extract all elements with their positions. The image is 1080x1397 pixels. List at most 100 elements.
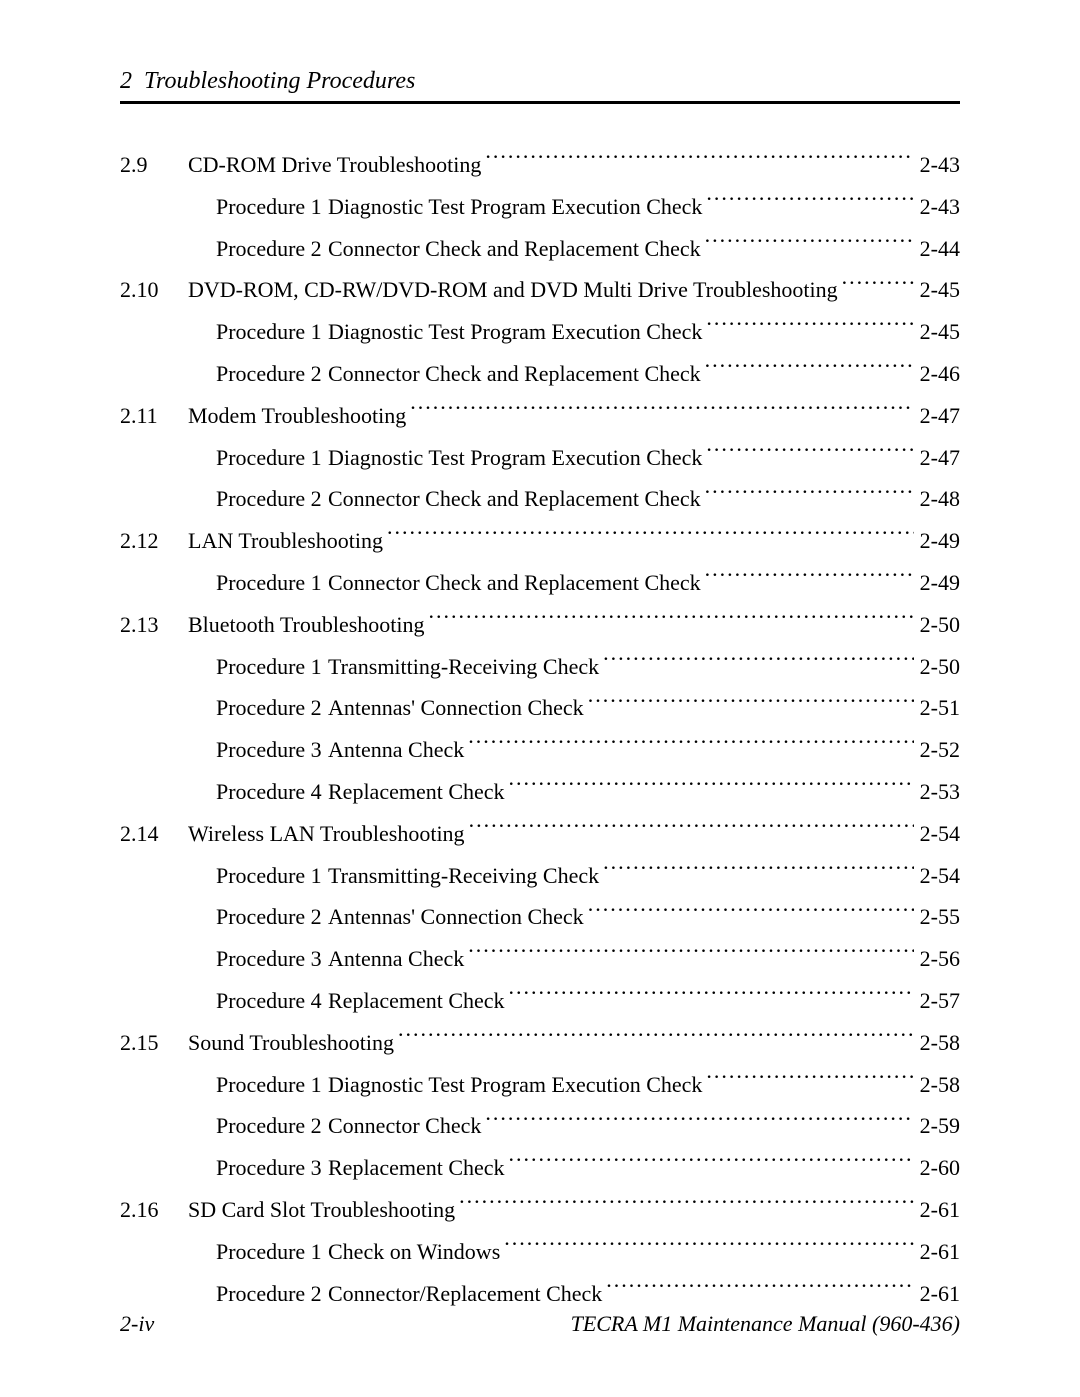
toc-procedure-row: Procedure 1Diagnostic Test Program Execu… <box>120 186 960 228</box>
toc-procedure-label: Procedure 1 <box>188 562 328 604</box>
toc-procedure-row: Procedure 1Transmitting-Receiving Check … <box>120 855 960 897</box>
toc-procedure-row: Procedure 1Diagnostic Test Program Execu… <box>120 437 960 479</box>
page-footer: 2-iv TECRA M1 Maintenance Manual (960-43… <box>120 1311 960 1337</box>
toc-procedure-title: Antenna Check <box>328 729 468 771</box>
toc-leader <box>504 1237 913 1259</box>
toc-procedure-page: 2-53 <box>914 771 960 813</box>
toc-leader <box>706 1070 913 1092</box>
toc-leader <box>603 861 914 883</box>
toc-procedure-row: Procedure 1Connector Check and Replaceme… <box>120 562 960 604</box>
toc-procedure-title: Antennas' Connection Check <box>328 687 588 729</box>
toc-leader <box>485 150 913 172</box>
toc-procedure-label: Procedure 2 <box>188 687 328 729</box>
toc-procedure-row: Procedure 2Connector Check 2-59 <box>120 1105 960 1147</box>
toc-leader <box>469 819 914 841</box>
toc-procedure-page: 2-44 <box>914 228 960 270</box>
toc-leader <box>485 1111 913 1133</box>
toc-procedure-page: 2-43 <box>914 186 960 228</box>
toc-leader <box>705 484 914 506</box>
toc-procedure-row: Procedure 1Transmitting-Receiving Check … <box>120 646 960 688</box>
toc-procedure-title: Check on Windows <box>328 1231 504 1273</box>
toc-section-title: SD Card Slot Troubleshooting <box>188 1189 459 1231</box>
toc-procedure-page: 2-46 <box>914 353 960 395</box>
toc-procedure-row: Procedure 2Connector Check and Replaceme… <box>120 353 960 395</box>
toc-procedure-row: Procedure 2Connector/Replacement Check 2… <box>120 1273 960 1315</box>
toc-section-page: 2-45 <box>914 269 960 311</box>
toc-procedure-label: Procedure 1 <box>188 1231 328 1273</box>
toc-leader <box>705 568 914 590</box>
toc-procedure-page: 2-61 <box>914 1231 960 1273</box>
toc-section-page: 2-43 <box>914 144 960 186</box>
toc-section-row: 2.13Bluetooth Troubleshooting 2-50 <box>120 604 960 646</box>
toc-procedure-label: Procedure 2 <box>188 478 328 520</box>
toc-procedure-row: Procedure 2Connector Check and Replaceme… <box>120 228 960 270</box>
toc-section-number: 2.16 <box>120 1189 188 1231</box>
toc-procedure-row: Procedure 2Connector Check and Replaceme… <box>120 478 960 520</box>
toc-procedure-page: 2-57 <box>914 980 960 1022</box>
toc-leader <box>705 359 914 381</box>
toc-section-title: DVD-ROM, CD-RW/DVD-ROM and DVD Multi Dri… <box>188 269 842 311</box>
toc-procedure-title: Connector Check and Replacement Check <box>328 562 705 604</box>
toc-section-title: CD-ROM Drive Troubleshooting <box>188 144 485 186</box>
toc-section-title: LAN Troubleshooting <box>188 520 387 562</box>
toc-procedure-label: Procedure 1 <box>188 186 328 228</box>
toc-procedure-title: Diagnostic Test Program Execution Check <box>328 1064 706 1106</box>
toc-procedure-title: Connector Check and Replacement Check <box>328 353 705 395</box>
toc-procedure-title: Transmitting-Receiving Check <box>328 646 603 688</box>
toc-procedure-title: Connector Check and Replacement Check <box>328 228 705 270</box>
footer-manual-title: TECRA M1 Maintenance Manual (960-436) <box>571 1311 960 1337</box>
toc-procedure-label: Procedure 2 <box>188 1273 328 1315</box>
toc-leader <box>842 275 914 297</box>
toc-procedure-row: Procedure 1Diagnostic Test Program Execu… <box>120 311 960 353</box>
toc-procedure-label: Procedure 4 <box>188 980 328 1022</box>
toc-procedure-label: Procedure 2 <box>188 1105 328 1147</box>
toc-section-page: 2-50 <box>914 604 960 646</box>
toc-section-number: 2.14 <box>120 813 188 855</box>
toc-leader <box>603 652 914 674</box>
toc-leader <box>706 443 913 465</box>
toc-section-page: 2-61 <box>914 1189 960 1231</box>
footer-page-number: 2-iv <box>120 1311 154 1337</box>
toc-procedure-title: Connector/Replacement Check <box>328 1273 606 1315</box>
toc-section-number: 2.9 <box>120 144 188 186</box>
toc-procedure-page: 2-61 <box>914 1273 960 1315</box>
toc-procedure-title: Diagnostic Test Program Execution Check <box>328 186 706 228</box>
toc-procedure-row: Procedure 3Antenna Check 2-56 <box>120 938 960 980</box>
toc-procedure-label: Procedure 3 <box>188 938 328 980</box>
toc-section-number: 2.12 <box>120 520 188 562</box>
toc-procedure-row: Procedure 3Replacement Check 2-60 <box>120 1147 960 1189</box>
toc-leader <box>410 401 913 423</box>
toc-procedure-row: Procedure 2Antennas' Connection Check 2-… <box>120 896 960 938</box>
toc-procedure-page: 2-51 <box>914 687 960 729</box>
toc-procedure-row: Procedure 3Antenna Check 2-52 <box>120 729 960 771</box>
toc-section-row: 2.11Modem Troubleshooting 2-47 <box>120 395 960 437</box>
toc-procedure-page: 2-45 <box>914 311 960 353</box>
toc-leader <box>606 1279 913 1301</box>
toc-procedure-title: Transmitting-Receiving Check <box>328 855 603 897</box>
toc-leader <box>706 317 913 339</box>
toc-procedure-title: Antenna Check <box>328 938 468 980</box>
toc-leader <box>459 1195 914 1217</box>
toc-section-page: 2-49 <box>914 520 960 562</box>
toc-section-number: 2.15 <box>120 1022 188 1064</box>
toc-section-number: 2.13 <box>120 604 188 646</box>
toc-procedure-title: Connector Check and Replacement Check <box>328 478 705 520</box>
toc-procedure-page: 2-49 <box>914 562 960 604</box>
toc-procedure-page: 2-54 <box>914 855 960 897</box>
toc-procedure-page: 2-50 <box>914 646 960 688</box>
toc-procedure-title: Replacement Check <box>328 1147 509 1189</box>
toc-leader <box>468 735 913 757</box>
page-header: 2 Troubleshooting Procedures <box>120 68 960 104</box>
toc-procedure-label: Procedure 4 <box>188 771 328 813</box>
toc-procedure-label: Procedure 2 <box>188 896 328 938</box>
toc-leader <box>509 1153 914 1175</box>
toc-procedure-page: 2-47 <box>914 437 960 479</box>
toc-procedure-title: Replacement Check <box>328 771 509 813</box>
toc-procedure-label: Procedure 1 <box>188 855 328 897</box>
toc-section-title: Wireless LAN Troubleshooting <box>188 813 469 855</box>
toc-procedure-label: Procedure 3 <box>188 729 328 771</box>
toc-procedure-title: Diagnostic Test Program Execution Check <box>328 437 706 479</box>
toc-procedure-page: 2-52 <box>914 729 960 771</box>
toc-section-page: 2-58 <box>914 1022 960 1064</box>
toc-procedure-label: Procedure 2 <box>188 228 328 270</box>
